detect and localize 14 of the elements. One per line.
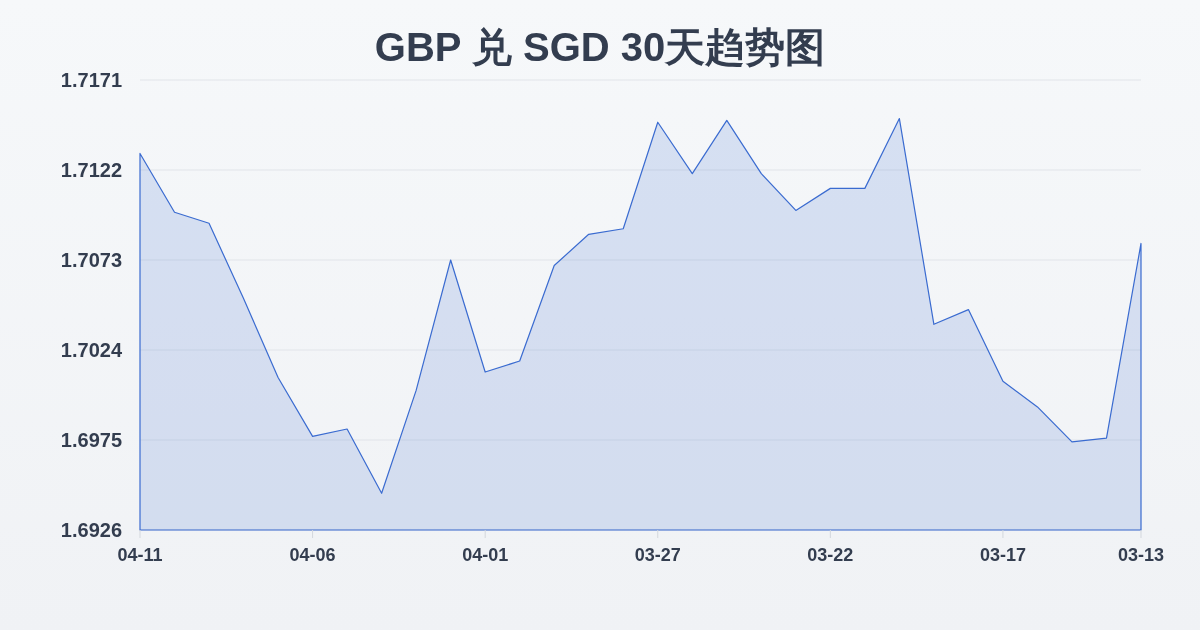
title: GBP 兑 SGD 30天趋势图 — [374, 25, 826, 69]
y-tick-label: 1.7122 — [60, 159, 122, 181]
y-tick-label: 1.6975 — [60, 429, 122, 451]
x-tick-label: 03-22 — [807, 545, 854, 565]
x-tick-label: 04-11 — [117, 545, 163, 565]
y-tick-label: 1.7073 — [60, 249, 122, 271]
x-tick-label: 04-01 — [462, 545, 509, 565]
y-tick-label: 1.7024 — [60, 339, 122, 361]
x-tick-label: 03-13 — [1118, 545, 1164, 565]
y-tick-label: 1.7171 — [60, 69, 122, 91]
x-tick-label: 03-17 — [979, 545, 1026, 565]
y-tick-label: 1.6926 — [60, 519, 122, 541]
x-tick-label: 04-06 — [289, 545, 336, 565]
x-tick-label: 03-27 — [634, 545, 681, 565]
